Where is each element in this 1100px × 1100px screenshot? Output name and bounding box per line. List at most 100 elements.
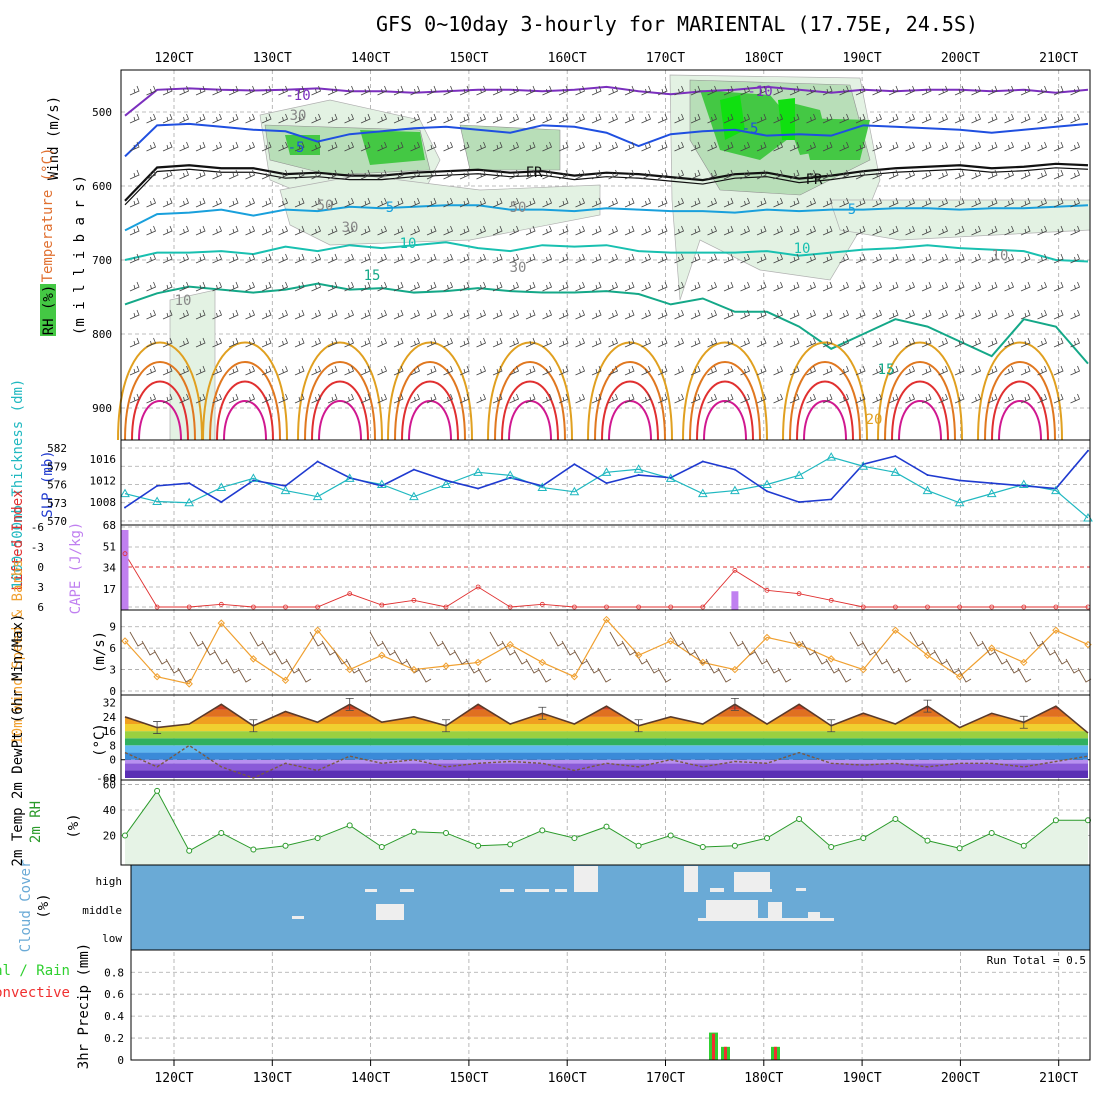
wind-barb (690, 141, 701, 152)
wind-barb (294, 365, 305, 376)
wind-barb (723, 365, 734, 376)
wind-barb (839, 309, 850, 320)
slp-point (220, 501, 223, 504)
wind10-barb (429, 631, 444, 647)
slp-point (188, 482, 191, 485)
cloud-unit-label: (%) (36, 893, 52, 918)
wind-barb (377, 113, 388, 124)
wind-barb (921, 169, 932, 180)
lifted-index-point (379, 602, 385, 608)
wind10-barb (645, 658, 660, 674)
wind-barb (443, 85, 454, 96)
wind-barb (212, 169, 223, 180)
wind-barb (723, 225, 734, 236)
wind-barb (657, 281, 668, 292)
wind-barb (674, 197, 685, 208)
wind-barb (839, 393, 850, 404)
wind-barb (872, 225, 883, 236)
wind-barb (525, 141, 536, 152)
wind-barb (360, 113, 371, 124)
wind-barb (971, 281, 982, 292)
wind-barb (674, 253, 685, 264)
lifted-index-point (636, 604, 641, 610)
wind-barb (443, 141, 454, 152)
slp-tick-label: 1012 (90, 474, 117, 487)
rh2m-point (828, 843, 835, 850)
wind-barb (558, 365, 569, 376)
wind-barb (608, 393, 619, 404)
wind-barb (1020, 253, 1031, 264)
slp-point (573, 463, 576, 466)
lifted-index-point (1021, 604, 1027, 610)
cape-bar (121, 530, 129, 610)
wind-barb (1037, 225, 1048, 236)
wind-barb (872, 113, 883, 124)
wind-barb (245, 197, 256, 208)
wind-barb (624, 197, 635, 208)
wind-barb (740, 393, 751, 404)
cape-axis-label: CAPE (J/kg) (68, 522, 84, 615)
precip-convective-bar (712, 1033, 715, 1060)
wind-barb (971, 253, 982, 264)
wind10-barb (141, 640, 156, 656)
wind-barb (261, 309, 272, 320)
temp2m-minmax-bar (153, 721, 162, 734)
wind-barb (806, 225, 817, 236)
low-level-temperature-contour (487, 341, 573, 441)
slp-axis-label: SLP (mb) (40, 450, 56, 517)
thickness-point (152, 496, 162, 506)
wind-barb (674, 225, 685, 236)
thickness-point (409, 491, 419, 501)
line-layer (117, 85, 1089, 852)
wind-barb (278, 141, 289, 152)
wind10-barb (333, 649, 348, 665)
wind-barb (542, 281, 553, 292)
wind-barb (1020, 169, 1031, 180)
low-level-temperature-contour (789, 361, 861, 441)
wind-barb (509, 169, 520, 180)
contour-label: 15 (878, 362, 895, 378)
wind-barb (344, 309, 355, 320)
wind-barb (1020, 141, 1031, 152)
wind10-speed-point (281, 676, 290, 684)
wind-barb (476, 197, 487, 208)
wind-barb (1070, 141, 1081, 152)
wind10-speed-point (923, 651, 932, 659)
temp2m-minmax-bar (442, 719, 450, 733)
low-level-temperature-contour (891, 380, 949, 441)
wind-barb (855, 309, 866, 320)
wind-barb (690, 169, 701, 180)
wind10-barb (1005, 658, 1020, 674)
contour-label: 10 (400, 236, 417, 252)
wind-barb (129, 225, 140, 236)
wind10-barb (597, 667, 612, 683)
rh2m-point (410, 828, 417, 835)
lifted-index-point (957, 604, 962, 610)
wind10-barb (837, 667, 852, 683)
temperature-band (125, 731, 1088, 739)
wind10-barb (177, 667, 192, 683)
wind-barb (278, 113, 289, 124)
wind-barb (162, 113, 173, 124)
wind10-barb (537, 667, 552, 683)
wind-barb (492, 393, 503, 404)
wind-barb (723, 197, 734, 208)
thickness-point (986, 488, 997, 498)
wind-barb (773, 253, 784, 264)
wind-barb (212, 141, 223, 152)
low-level-temperature-contour (138, 400, 182, 441)
low-level-temperature-contour (587, 341, 673, 441)
time-axis-top: 120CT 130CT 140CT 150CT 160CT 170CT 180CT 190CT… (154, 51, 1078, 66)
wind-barb (1004, 393, 1015, 404)
wind-barb (624, 393, 635, 404)
wind-barb (410, 281, 421, 292)
slp-point (701, 460, 704, 463)
wind-barb (344, 141, 355, 152)
wind-barb (278, 309, 289, 320)
wind-barb (278, 281, 289, 292)
wind-barb (311, 113, 322, 124)
wind-barb (1070, 393, 1081, 404)
wind-barb (707, 225, 718, 236)
wind-barb (905, 141, 916, 152)
wind-barb (690, 393, 701, 404)
